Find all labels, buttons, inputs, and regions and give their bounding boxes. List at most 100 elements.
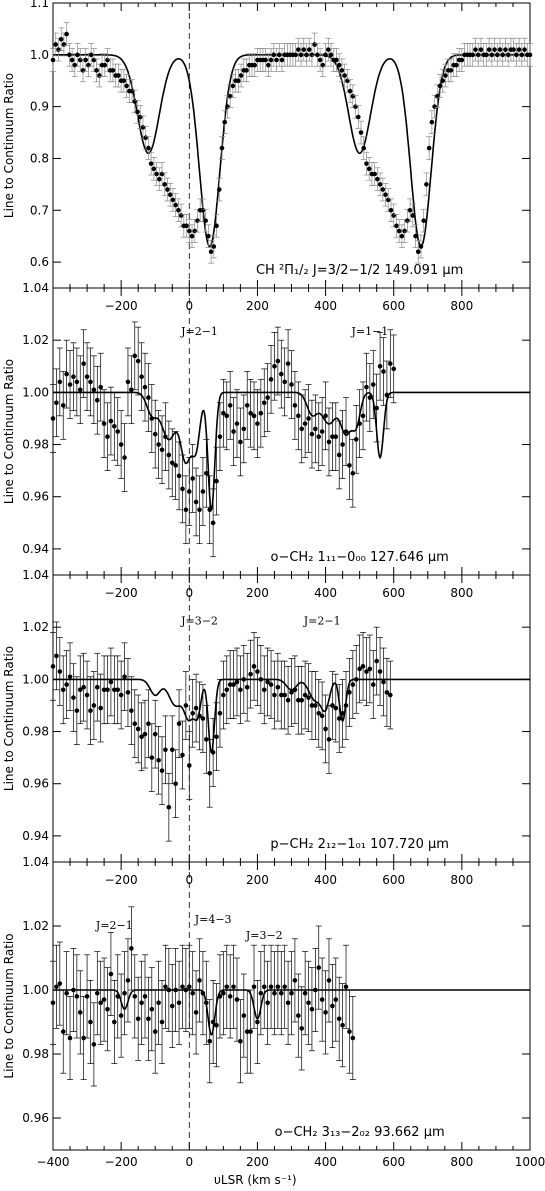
data-point xyxy=(361,145,367,151)
data-point xyxy=(124,83,129,89)
data-point xyxy=(388,207,394,213)
data-point xyxy=(265,1000,270,1006)
data-point xyxy=(173,987,178,993)
data-point xyxy=(81,1035,86,1041)
y-tick-label: 1.1 xyxy=(30,0,49,10)
data-point xyxy=(293,52,298,58)
data-point xyxy=(336,1016,342,1022)
data-point xyxy=(394,223,399,229)
data-point xyxy=(231,984,236,990)
data-point xyxy=(258,990,264,996)
data-point xyxy=(102,62,108,68)
data-point xyxy=(71,695,76,700)
data-point xyxy=(353,437,359,442)
data-point xyxy=(116,73,121,78)
data-point xyxy=(149,755,155,760)
spectral-line-annotation: p−CH₂ 2₁₂−1₀₁ 107.720 μm xyxy=(270,837,449,852)
data-point xyxy=(146,145,151,151)
y-tick-label: 1.00 xyxy=(22,672,49,686)
data-point xyxy=(129,88,135,94)
data-point xyxy=(231,682,236,687)
data-point xyxy=(112,423,117,429)
data-point xyxy=(193,499,199,505)
y-tick-label: 0.96 xyxy=(22,490,49,504)
data-point xyxy=(183,987,189,993)
data-point xyxy=(101,997,107,1002)
data-point xyxy=(115,994,121,999)
spectral-line-annotation: o−CH₂ 3₁₃−2₀₂ 93.662 μm xyxy=(275,1125,445,1140)
data-point xyxy=(60,687,66,693)
data-point xyxy=(60,403,66,408)
y-tick-label: 0.96 xyxy=(22,1111,49,1125)
x-tick-label: 800 xyxy=(450,299,473,313)
y-axis-label: Line to Continuum Ratio xyxy=(2,359,16,504)
data-point xyxy=(511,47,516,52)
data-point xyxy=(125,978,131,983)
data-point xyxy=(407,207,413,213)
data-point xyxy=(330,1003,335,1009)
data-point xyxy=(77,687,83,693)
data-point xyxy=(357,666,362,672)
data-point xyxy=(108,418,114,424)
data-point xyxy=(137,114,143,120)
data-point xyxy=(167,192,173,198)
panel-frame xyxy=(52,2,531,289)
data-point xyxy=(234,421,240,426)
data-point xyxy=(333,434,339,440)
data-point xyxy=(413,233,418,239)
bottom-x-tick-label: 200 xyxy=(246,1155,269,1169)
data-point xyxy=(200,489,206,494)
data-point xyxy=(370,682,376,687)
data-point xyxy=(135,726,141,732)
data-point xyxy=(97,73,102,78)
data-point xyxy=(454,62,459,68)
spectral-line-annotation: CH ²Π₁/₂ J=3/2−1/2 149.091 μm xyxy=(256,263,463,278)
data-point xyxy=(347,88,353,94)
data-point xyxy=(325,47,331,52)
data-point xyxy=(360,413,366,419)
data-point xyxy=(309,1006,315,1012)
data-point xyxy=(122,674,127,680)
panel-2: 0.94 0.96 0.98 1.00 1.02 1.04 −200 0 200 400 600 80… xyxy=(2,281,531,576)
data-point xyxy=(50,57,56,63)
data-point xyxy=(475,52,481,58)
x-tick-label: 200 xyxy=(246,299,269,313)
data-point xyxy=(98,1000,103,1006)
data-point xyxy=(313,987,318,993)
x-tick-label: 0 xyxy=(185,299,193,313)
data-point xyxy=(224,413,230,419)
data-point xyxy=(334,57,339,63)
data-point xyxy=(336,452,342,458)
data-point xyxy=(343,429,349,434)
data-point xyxy=(203,218,208,223)
data-point xyxy=(289,382,294,387)
data-point xyxy=(211,244,217,249)
x-tick-label: 400 xyxy=(314,586,337,600)
data-point xyxy=(101,421,107,426)
data-point xyxy=(77,1010,83,1015)
data-point xyxy=(54,653,59,659)
y-axis-label: Line to Continuum Ratio xyxy=(2,646,16,791)
data-point xyxy=(166,452,172,458)
data-point xyxy=(156,757,161,763)
x-tick-label: 400 xyxy=(314,873,337,887)
data-point xyxy=(306,1000,311,1006)
data-point xyxy=(306,416,311,421)
bottom-x-tick-label: −200 xyxy=(105,1155,138,1169)
data-point xyxy=(268,984,274,990)
data-point xyxy=(64,990,69,996)
data-point xyxy=(372,171,377,177)
data-point xyxy=(302,990,308,996)
bottom-x-tick-label: 0 xyxy=(185,1155,193,1169)
data-point xyxy=(207,507,213,513)
data-point xyxy=(222,119,228,125)
data-point xyxy=(429,119,435,125)
data-point xyxy=(377,363,383,369)
data-point xyxy=(83,57,89,63)
data-point xyxy=(149,1006,155,1012)
data-point xyxy=(271,52,277,58)
y-tick-label: 0.6 xyxy=(30,255,49,269)
data-point xyxy=(146,395,151,400)
data-point xyxy=(238,73,244,78)
data-point xyxy=(135,358,141,364)
